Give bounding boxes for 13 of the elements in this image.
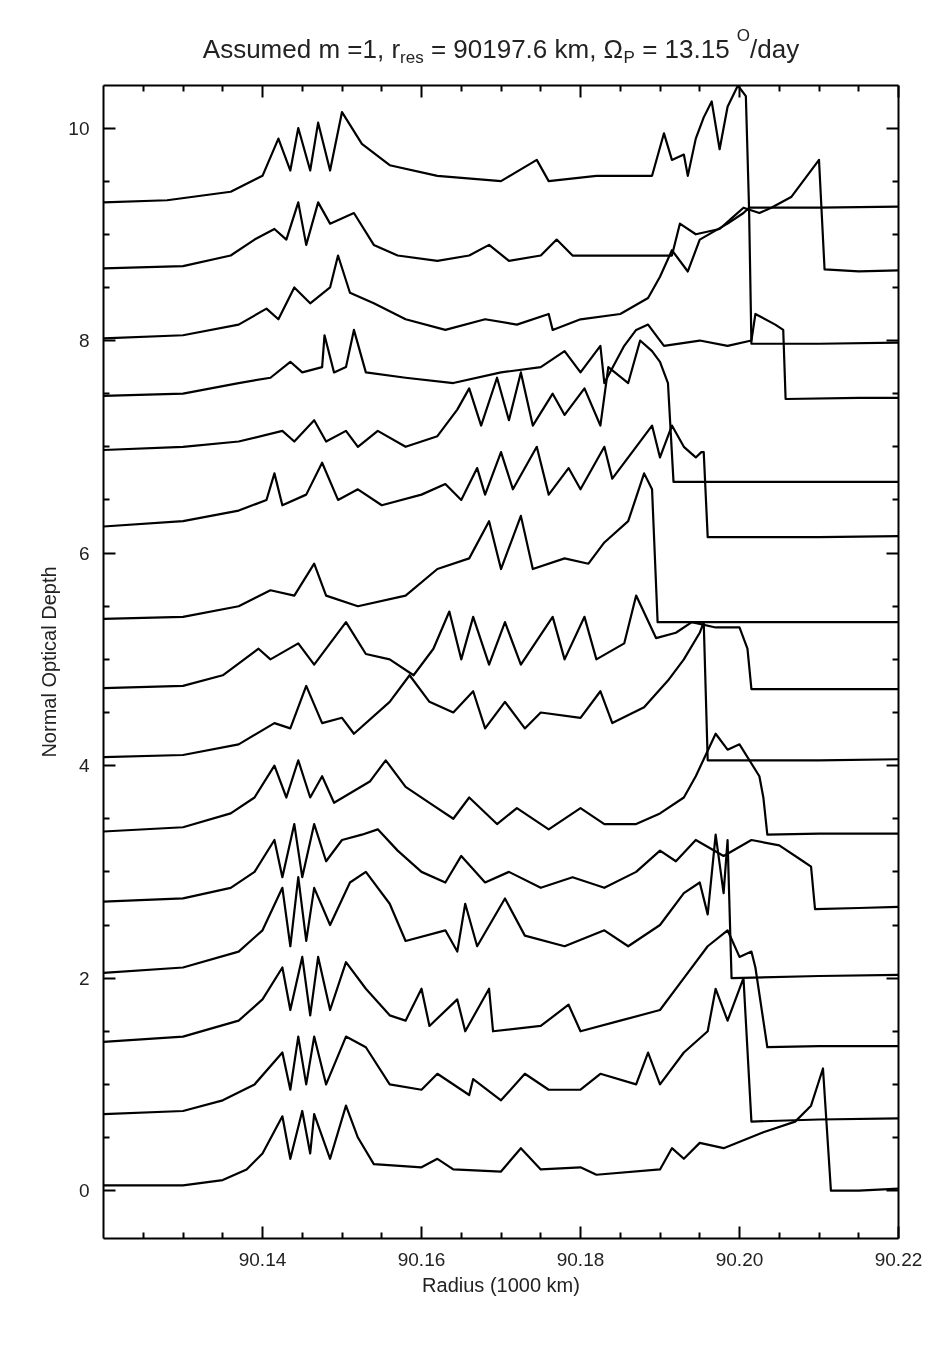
y-tick-label: 0 xyxy=(78,1180,90,1202)
x-tick-label: 90.22 xyxy=(874,1248,923,1270)
y-axis-title: Normal Optical Depth xyxy=(38,566,61,758)
y-tick-label: 10 xyxy=(68,117,90,139)
x-tick-label: 90.18 xyxy=(556,1248,605,1270)
y-tick-label: 2 xyxy=(78,967,90,989)
x-axis-title: Radius (1000 km) xyxy=(422,1273,580,1296)
x-tick-label: 90.20 xyxy=(715,1248,764,1270)
y-tick-label: 8 xyxy=(78,330,90,352)
y-tick-label: 6 xyxy=(78,542,90,564)
y-tick-label: 4 xyxy=(78,755,90,777)
x-tick-label: 90.14 xyxy=(238,1248,287,1270)
x-tick-label: 90.16 xyxy=(397,1248,446,1270)
